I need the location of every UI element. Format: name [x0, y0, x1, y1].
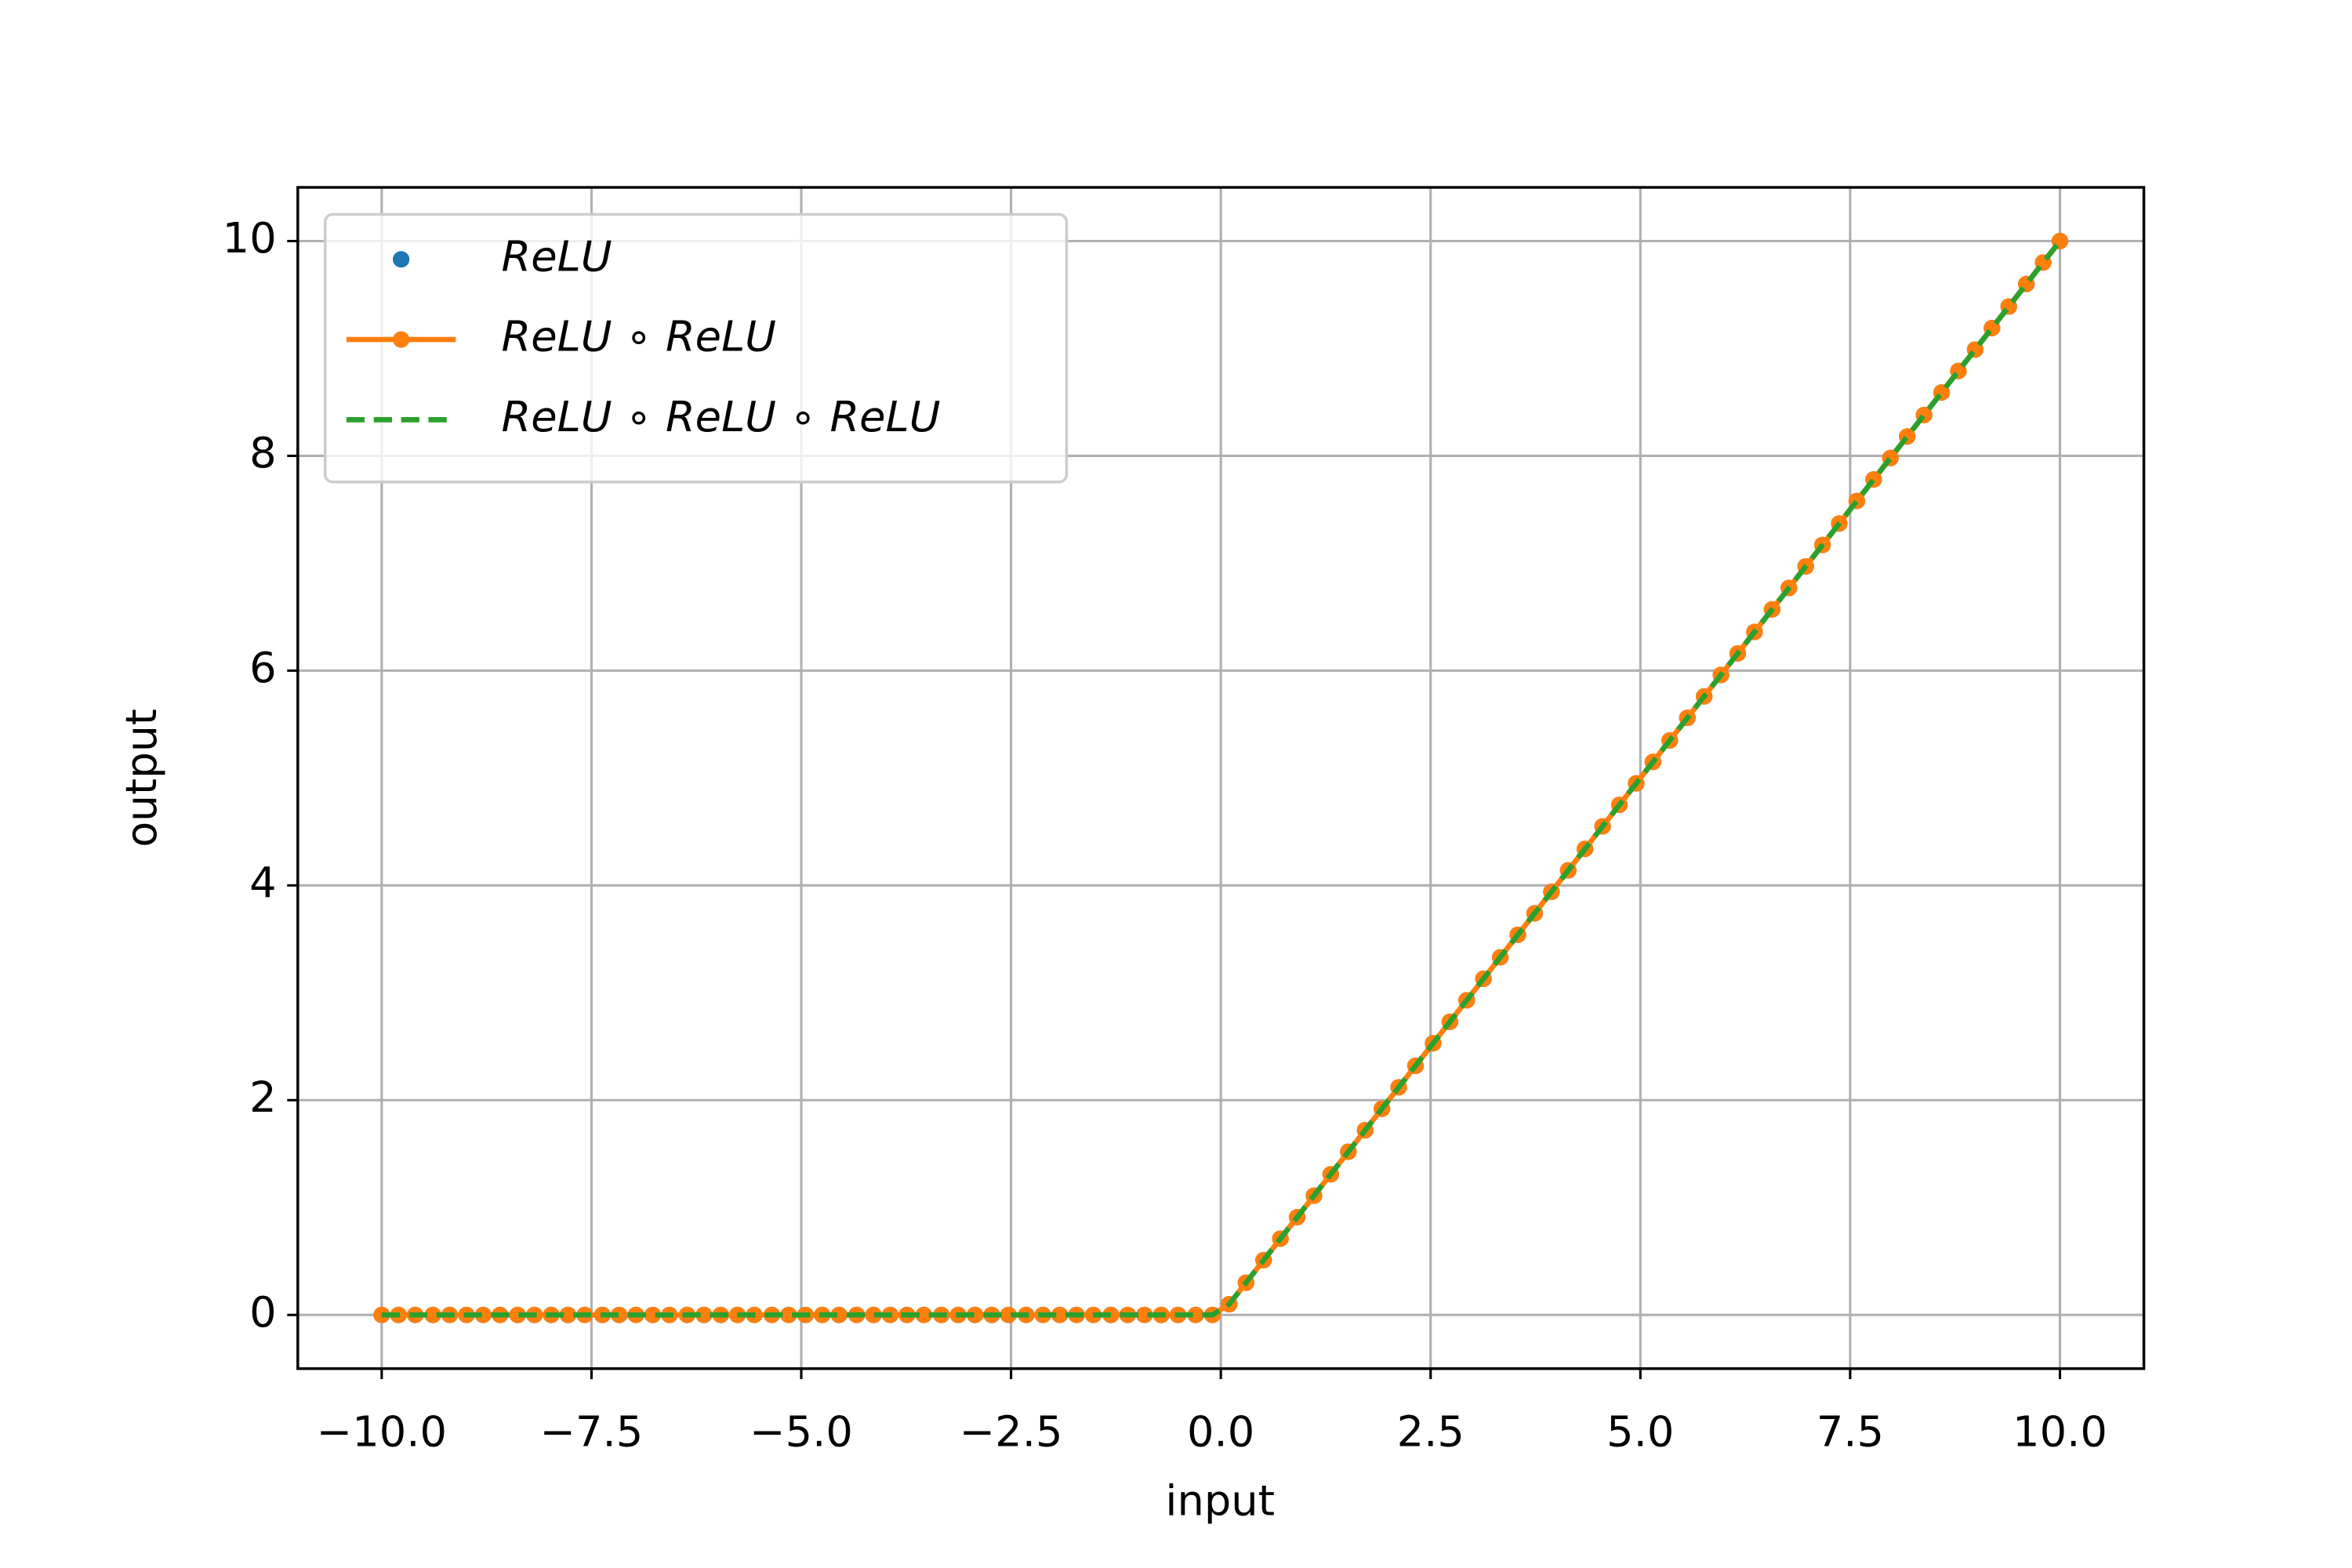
series-line — [381, 239, 2063, 1318]
legend-label: ReLU ∘ ReLU ∘ ReLU — [502, 392, 941, 441]
marker — [559, 1306, 577, 1323]
marker — [611, 1306, 628, 1323]
x-tick-label: 7.5 — [1817, 1407, 1884, 1457]
x-tick-label: 10.0 — [2013, 1407, 2107, 1457]
y-tick-label: 10 — [223, 213, 277, 263]
y-tick-label: 8 — [249, 428, 277, 477]
y-tick-label: 2 — [249, 1073, 277, 1122]
legend-marker — [392, 251, 410, 268]
marker — [509, 1306, 526, 1323]
marker — [474, 1306, 492, 1323]
legend-box — [323, 212, 1069, 484]
marker — [424, 1306, 441, 1323]
x-axis-label: input — [1165, 1476, 1275, 1526]
legend-label: ReLU — [502, 232, 612, 281]
x-tick-label: −5.0 — [750, 1407, 853, 1457]
marker — [915, 1306, 932, 1323]
x-tick-label: −7.5 — [540, 1407, 644, 1457]
x-tick-label: −2.5 — [960, 1407, 1063, 1457]
x-tick-label: 5.0 — [1606, 1407, 1674, 1457]
marker — [644, 1306, 662, 1323]
plot-frame — [296, 186, 2146, 1370]
y-axis-label: output — [117, 709, 166, 848]
marker — [695, 1306, 713, 1323]
marker — [1187, 1306, 1204, 1323]
marker — [966, 1306, 984, 1323]
x-tick-label: −10.0 — [317, 1407, 447, 1457]
legend-marker — [392, 331, 410, 348]
marker — [780, 1306, 797, 1323]
marker — [1051, 1306, 1069, 1323]
legend-label: ReLU ∘ ReLU — [502, 312, 776, 361]
x-tick-label: 2.5 — [1397, 1407, 1465, 1457]
y-tick-label: 4 — [249, 858, 277, 907]
marker — [830, 1306, 848, 1323]
marker — [1000, 1306, 1018, 1323]
y-tick-label: 6 — [249, 643, 277, 692]
x-tick-label: 0.0 — [1187, 1407, 1254, 1457]
marker — [865, 1306, 882, 1323]
y-tick-label: 0 — [249, 1287, 277, 1337]
marker — [1136, 1306, 1153, 1323]
